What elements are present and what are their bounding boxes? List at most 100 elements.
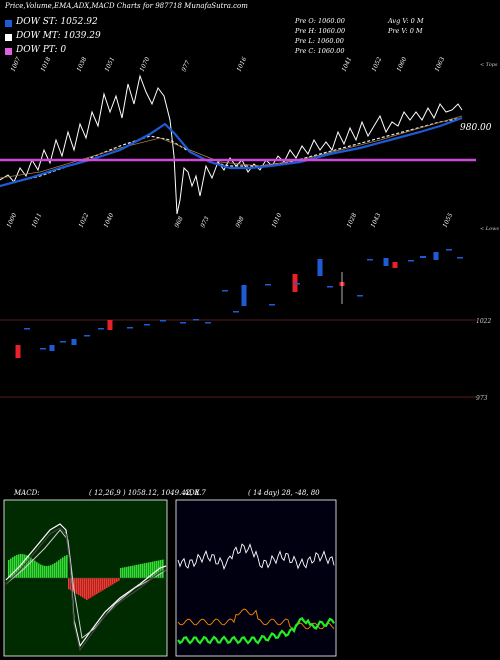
up-candle bbox=[49, 345, 55, 351]
legend-st: DOW ST: 1052.92 bbox=[16, 17, 98, 27]
top-label: 1041 bbox=[340, 56, 353, 73]
chart-header: Price,Volume,EMA,ADX,MACD Charts for 987… bbox=[5, 2, 248, 10]
macd-pos-bar bbox=[136, 564, 138, 578]
up-candle bbox=[98, 328, 104, 330]
macd-pos-bar bbox=[60, 558, 62, 578]
low-label: 1040 bbox=[102, 212, 115, 229]
up-candle bbox=[71, 339, 77, 345]
macd-neg-bar bbox=[116, 578, 118, 582]
up-candle bbox=[241, 285, 247, 306]
macd-shadow-line bbox=[5, 527, 167, 652]
macd-pos-bar bbox=[48, 565, 50, 578]
legend-swatch-pt bbox=[5, 48, 12, 55]
up-candle bbox=[408, 260, 414, 262]
adx-white-line bbox=[177, 543, 335, 571]
stat-pre-h: Pre H: 1060.00 bbox=[295, 27, 346, 35]
down-candle bbox=[15, 345, 21, 358]
level-973: 973 bbox=[476, 395, 488, 402]
macd-neg-bar bbox=[92, 578, 94, 597]
up-candle bbox=[180, 322, 186, 324]
macd-pos-bar bbox=[142, 563, 144, 578]
macd-neg-bar bbox=[86, 578, 88, 600]
top-label: 1070 bbox=[138, 56, 151, 73]
top-label: 1007 bbox=[9, 56, 22, 73]
macd-pos-bar bbox=[28, 556, 30, 578]
down-candle bbox=[392, 262, 398, 268]
up-candle bbox=[433, 252, 439, 260]
low-label: 1010 bbox=[270, 212, 283, 229]
up-candle bbox=[383, 258, 389, 266]
macd-pos-bar bbox=[62, 557, 64, 578]
down-candle bbox=[107, 320, 113, 330]
up-candle bbox=[144, 324, 150, 326]
lows-label: < Lows bbox=[480, 226, 499, 232]
macd-pos-bar bbox=[146, 562, 148, 578]
macd-pos-bar bbox=[138, 564, 140, 578]
low-label: 1000 bbox=[5, 212, 18, 229]
up-candle bbox=[265, 284, 271, 286]
short-ema-line bbox=[0, 116, 463, 188]
stat-pre-c: Pre C: 1060.00 bbox=[295, 47, 345, 55]
macd-neg-bar bbox=[90, 578, 92, 598]
legend-swatch-mt bbox=[5, 34, 12, 41]
up-candle bbox=[420, 256, 426, 258]
macd-pos-bar bbox=[126, 566, 128, 578]
up-candle bbox=[60, 341, 66, 343]
macd-pos-bar bbox=[40, 564, 42, 578]
legend-mt: DOW MT: 1039.29 bbox=[16, 31, 101, 41]
low-label: 973 bbox=[199, 215, 210, 229]
macd-pos-bar bbox=[54, 563, 56, 578]
macd-pos-bar bbox=[46, 565, 48, 578]
macd-pos-bar bbox=[50, 565, 52, 578]
top-label: 1018 bbox=[39, 56, 52, 73]
up-candle bbox=[160, 320, 166, 322]
low-label: 1022 bbox=[77, 212, 90, 229]
up-candle bbox=[40, 348, 46, 350]
macd-pos-bar bbox=[160, 560, 162, 578]
macd-pos-bar bbox=[64, 556, 66, 578]
macd-pos-bar bbox=[34, 560, 36, 578]
macd-pos-bar bbox=[152, 561, 154, 578]
adx-orange-line bbox=[177, 608, 335, 630]
macd-pos-bar bbox=[38, 563, 40, 578]
price-line bbox=[0, 74, 463, 215]
macd-neg-bar bbox=[72, 578, 74, 592]
signal-line bbox=[5, 529, 167, 639]
macd-pos-bar bbox=[8, 560, 10, 578]
up-candle bbox=[367, 259, 373, 261]
macd-neg-bar bbox=[80, 578, 82, 597]
top-label: 1038 bbox=[75, 56, 88, 73]
macd-neg-bar bbox=[94, 578, 96, 596]
top-label: 1060 bbox=[395, 56, 408, 73]
macd-neg-bar bbox=[84, 578, 86, 599]
macd-neg-bar bbox=[78, 578, 80, 596]
macd-neg-bar bbox=[98, 578, 100, 593]
up-candle bbox=[24, 328, 30, 330]
low-label: 998 bbox=[234, 215, 245, 229]
top-label: 1016 bbox=[235, 56, 248, 73]
macd-pos-bar bbox=[24, 554, 26, 578]
macd-neg-bar bbox=[110, 578, 112, 586]
macd-pos-bar bbox=[32, 559, 34, 578]
macd-neg-bar bbox=[118, 578, 120, 581]
macd-neg-bar bbox=[108, 578, 110, 587]
macd-neg-bar bbox=[88, 578, 90, 599]
macd-pos-bar bbox=[156, 560, 158, 578]
up-candle bbox=[233, 311, 239, 313]
macd-neg-bar bbox=[102, 578, 104, 591]
macd-pos-bar bbox=[58, 560, 60, 578]
macd-neg-bar bbox=[100, 578, 102, 592]
macd-pos-bar bbox=[16, 554, 18, 578]
macd-neg-bar bbox=[76, 578, 78, 594]
stat-pre-l: Pre L: 1060.00 bbox=[295, 37, 344, 45]
macd-pos-bar bbox=[148, 562, 150, 578]
macd-pos-bar bbox=[140, 564, 142, 578]
macd-pos-bar bbox=[150, 562, 152, 578]
low-label: 1011 bbox=[30, 212, 43, 229]
macd-neg-bar bbox=[106, 578, 108, 588]
adx-green-line bbox=[177, 616, 335, 645]
macd-pos-bar bbox=[30, 557, 32, 578]
macd-pos-bar bbox=[122, 567, 124, 578]
macd-pos-bar bbox=[20, 554, 22, 578]
